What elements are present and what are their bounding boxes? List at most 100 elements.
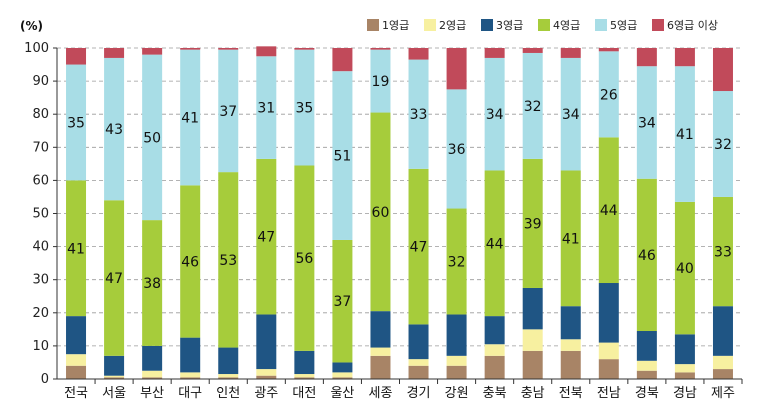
data-label: 35 (295, 101, 313, 117)
bar-segment (294, 48, 315, 50)
bar-segment (484, 316, 505, 345)
x-category-label: 충남 (521, 386, 545, 401)
data-label: 46 (181, 254, 199, 270)
data-label: 41 (181, 111, 199, 127)
bar-segment (522, 158, 543, 288)
bar-segment (332, 71, 353, 240)
bar-segment (294, 165, 315, 351)
data-label: 26 (600, 87, 618, 103)
bar-segment (66, 180, 87, 317)
bar-segment (446, 314, 467, 356)
bar-segment (712, 369, 733, 379)
bar-segment (408, 48, 429, 60)
y-tick-label: 10 (32, 339, 49, 354)
bar-segment (636, 370, 657, 379)
data-label: 50 (143, 130, 161, 146)
y-tick-label: 50 (32, 207, 49, 222)
bar-segment (712, 196, 733, 307)
bar-segment (674, 201, 695, 335)
bar-segment (256, 46, 277, 57)
bar-segment (636, 48, 657, 67)
y-tick-label: 60 (32, 173, 49, 188)
bar-segment (104, 48, 125, 58)
data-label: 19 (372, 74, 390, 90)
data-label: 38 (143, 276, 161, 292)
bar-segment (408, 168, 429, 325)
bar-segment (598, 342, 619, 360)
bar-segment (370, 347, 391, 356)
bar-segment (370, 49, 391, 113)
bar-segment (332, 362, 353, 373)
data-label: 47 (410, 240, 428, 256)
bar-segment (66, 354, 87, 366)
bar-segment (560, 306, 581, 340)
bar-segment (712, 355, 733, 370)
bar-segment (446, 365, 467, 379)
bar-segment (180, 48, 201, 50)
x-category-label: 인천 (216, 386, 240, 401)
bar-segment (446, 89, 467, 209)
bar-segment (408, 59, 429, 169)
x-category-label: 대전 (292, 386, 316, 401)
bar-segment (712, 48, 733, 92)
bar-segment (484, 170, 505, 317)
x-category-label: 경북 (635, 386, 659, 401)
legend-swatch (424, 19, 436, 31)
y-tick-label: 0 (41, 372, 49, 387)
bar-segment (294, 49, 315, 166)
y-tick-label: 30 (32, 273, 49, 288)
bar-segment (674, 334, 695, 365)
legend-swatch (538, 19, 550, 31)
x-category-label: 전국 (64, 386, 88, 401)
bar-segment (598, 359, 619, 379)
bar-segment (218, 374, 239, 378)
legend-swatch (652, 19, 664, 31)
bar-segment (522, 287, 543, 330)
data-label: 35 (67, 115, 85, 131)
y-axis-ticks: 0 10 20 30 40 50 60 70 80 90 100 (24, 41, 57, 387)
x-category-label: 세종 (369, 386, 393, 401)
bar-segment (180, 337, 201, 373)
bar-segment (598, 283, 619, 343)
bar-segment (484, 355, 505, 379)
bar-segment (142, 48, 163, 55)
data-label: 41 (67, 241, 85, 257)
bar-segment (408, 359, 429, 366)
bar-segment (332, 377, 353, 379)
data-labels: 41 35 47 43 38 50 46 41 53 37 47 31 56 35 37 51 60 19 47 33… (67, 74, 732, 310)
bar-segment (484, 57, 505, 171)
bar-segment (142, 345, 163, 371)
bar-segment (522, 52, 543, 159)
bar-segment (560, 170, 581, 307)
data-label: 43 (105, 122, 123, 138)
bars (66, 46, 733, 379)
bar-segment (66, 316, 87, 355)
bar-segment (218, 48, 239, 50)
legend-label: 1영급 (382, 19, 409, 32)
data-label: 34 (638, 115, 656, 131)
bar-segment (256, 56, 277, 159)
bar-segment (218, 49, 239, 173)
bar-segment (218, 347, 239, 375)
data-label: 47 (257, 230, 275, 246)
bar-segment (636, 360, 657, 371)
bar-segment (294, 350, 315, 375)
bar-segment (408, 365, 429, 379)
data-label: 47 (105, 271, 123, 287)
bar-segment (636, 178, 657, 332)
x-category-label: 제주 (711, 386, 735, 401)
bar-segment (370, 48, 391, 50)
bar-segment (598, 48, 619, 52)
x-category-label: 전북 (559, 386, 583, 401)
bar-segment (484, 48, 505, 58)
bar-segment (66, 64, 87, 181)
y-tick-label: 90 (32, 74, 49, 89)
data-label: 34 (562, 107, 580, 123)
bar-segment (218, 172, 239, 348)
bar-segment (256, 158, 277, 315)
legend-swatch (481, 19, 493, 31)
bar-segment (522, 48, 543, 53)
bar-segment (294, 374, 315, 378)
bar-segment (66, 365, 87, 379)
bar-segment (104, 200, 125, 356)
